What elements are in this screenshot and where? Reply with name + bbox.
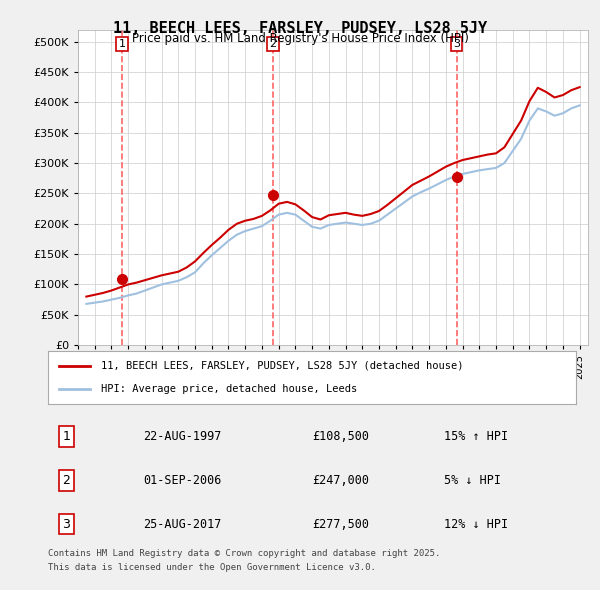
Text: 3: 3 [453,39,460,49]
Text: This data is licensed under the Open Government Licence v3.0.: This data is licensed under the Open Gov… [48,563,376,572]
Text: 01-SEP-2006: 01-SEP-2006 [143,474,221,487]
Text: Price paid vs. HM Land Registry's House Price Index (HPI): Price paid vs. HM Land Registry's House … [131,32,469,45]
Text: 5% ↓ HPI: 5% ↓ HPI [444,474,501,487]
Text: 11, BEECH LEES, FARSLEY, PUDSEY, LS28 5JY (detached house): 11, BEECH LEES, FARSLEY, PUDSEY, LS28 5J… [101,361,463,371]
Text: 2: 2 [269,39,277,49]
Text: 1: 1 [62,430,70,443]
Text: 22-AUG-1997: 22-AUG-1997 [143,430,221,443]
Text: 15% ↑ HPI: 15% ↑ HPI [444,430,508,443]
Text: £277,500: £277,500 [312,517,369,531]
Text: 2: 2 [62,474,70,487]
Text: Contains HM Land Registry data © Crown copyright and database right 2025.: Contains HM Land Registry data © Crown c… [48,549,440,558]
Text: 25-AUG-2017: 25-AUG-2017 [143,517,221,531]
Text: £247,000: £247,000 [312,474,369,487]
Text: 12% ↓ HPI: 12% ↓ HPI [444,517,508,531]
Text: 1: 1 [119,39,125,49]
Text: 3: 3 [62,517,70,531]
Text: HPI: Average price, detached house, Leeds: HPI: Average price, detached house, Leed… [101,384,357,394]
Text: £108,500: £108,500 [312,430,369,443]
Text: 11, BEECH LEES, FARSLEY, PUDSEY, LS28 5JY: 11, BEECH LEES, FARSLEY, PUDSEY, LS28 5J… [113,21,487,35]
